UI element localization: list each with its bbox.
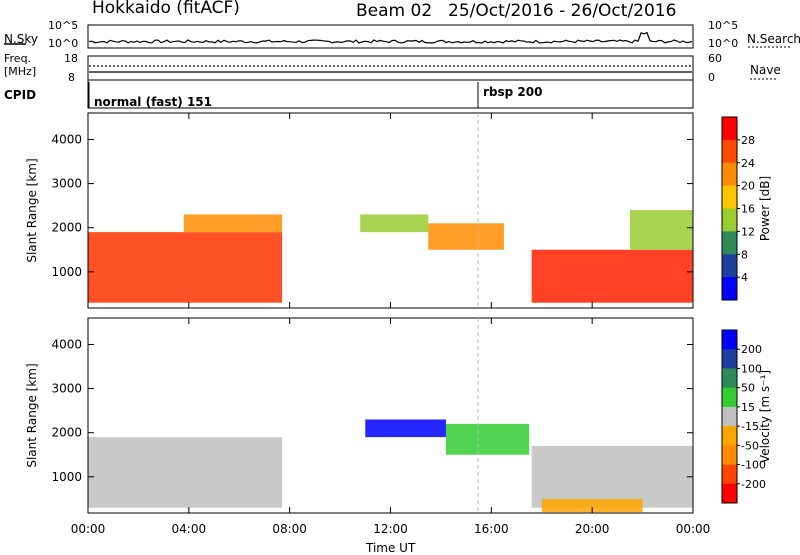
velocity-colorbar-segment-1 [722, 349, 737, 369]
power-colorbar-segment-2 [722, 162, 737, 187]
power-colorbar-segment-3 [722, 185, 737, 209]
velocity-panel: 1000 2000 3000 4000 Slant Range [km] 00:00 04:… [25, 317, 711, 536]
nsky-label: N.Sky [4, 32, 39, 46]
xtick-label-5: 20:00 [575, 522, 610, 536]
power-colorbar-segment-5 [722, 231, 737, 255]
beam-label: Beam 02 [356, 1, 433, 21]
power-ytick-label-3: 4000 [51, 132, 82, 146]
power-panel: 1000 2000 3000 4000 Slant Range [km] [25, 112, 694, 309]
velocity-colorbar-segment-4 [722, 406, 737, 427]
power-scatter-region-2 [360, 214, 429, 233]
nsky-panel [87, 24, 694, 49]
power-colorbar-tick-5: 8 [741, 248, 748, 261]
velocity-ytick-label-0: 1000 [51, 470, 82, 484]
xtick-label-3: 12:00 [373, 522, 408, 536]
nsky-tick-top: 10^5 [48, 19, 79, 32]
power-scatter-region-0 [88, 232, 283, 303]
xaxis-label: Time UT [366, 541, 416, 555]
velocity-colorbar-segment-5 [722, 426, 737, 446]
power-ytick-label-1: 2000 [51, 221, 82, 235]
power-colorbar-segment-7 [722, 277, 737, 301]
power-colorbar: 28 24 20 16 12 8 4 Power [dB] [721, 116, 772, 301]
freq-panel [87, 55, 694, 81]
nave-tick-top: 60 [708, 52, 722, 65]
nsky-tick-bottom: 10^0 [48, 37, 79, 50]
velocity-scatter-region-3 [531, 445, 693, 508]
cpid-mode-rbsp: rbsp 200 [483, 85, 543, 99]
power-colorbar-segment-1 [722, 139, 737, 164]
velocity-scatter-region-4 [541, 498, 643, 513]
nave-tick-bottom: 0 [708, 71, 715, 84]
power-colorbar-tick-0: 28 [741, 134, 755, 147]
cpid-label: CPID [4, 88, 37, 102]
power-colorbar-segment-6 [722, 254, 737, 278]
power-scatter-region-1 [183, 214, 283, 233]
velocity-ytick-label-3: 4000 [51, 337, 82, 351]
freq-tick-top: 18 [64, 52, 78, 65]
velocity-colorbar-segment-2 [722, 368, 737, 389]
power-colorbar-tick-1: 24 [741, 157, 755, 170]
velocity-colorbar-tick-3: 15 [741, 401, 755, 414]
velocity-colorbar-segment-8 [722, 483, 737, 504]
freq-label: Freq. [4, 52, 32, 65]
xtick-label-1: 04:00 [172, 522, 207, 536]
velocity-scatter-region-1 [365, 419, 446, 438]
power-ylabel: Slant Range [km] [25, 158, 39, 262]
power-colorbar-tick-6: 4 [741, 271, 748, 284]
nave-label: Nave [750, 63, 781, 77]
power-colorbar-tick-2: 20 [741, 180, 755, 193]
velocity-ytick-label-2: 3000 [51, 382, 82, 396]
station-title: Hokkaido (fitACF) [92, 0, 240, 18]
velocity-colorbar-tick-5: -50 [741, 439, 759, 452]
velocity-colorbar-segment-3 [722, 387, 737, 408]
velocity-colorbar-tick-7: -200 [741, 478, 766, 491]
nsearch-tick-top: 10^5 [708, 19, 739, 32]
velocity-colorbar-tick-6: -100 [741, 459, 766, 472]
freq-unit: [MHz] [4, 65, 37, 78]
velocity-colorbar: 200 100 50 15 -15 -50 -100 -200 Velocity [m s⁻¹] [721, 329, 772, 504]
velocity-colorbar-tick-1: 100 [741, 362, 762, 375]
velocity-colorbar-segment-6 [722, 445, 737, 466]
power-scatter-region-3 [428, 223, 504, 250]
cpid-mode-normal: normal (fast) 151 [94, 95, 212, 109]
velocity-colorbar-segment-7 [722, 464, 737, 485]
velocity-colorbar-tick-2: 50 [741, 382, 755, 395]
date-range: 25/Oct/2016 - 26/Oct/2016 [448, 1, 677, 21]
velocity-ytick-label-1: 2000 [51, 426, 82, 440]
velocity-colorbar-tick-4: -15 [741, 420, 759, 433]
nsearch-label: N.Search [747, 32, 800, 46]
freq-tick-bottom: 8 [68, 71, 75, 84]
power-ytick-label-2: 3000 [51, 177, 82, 191]
velocity-colorbar-label: Velocity [m s⁻¹] [758, 370, 772, 463]
xtick-label-4: 16:00 [474, 522, 509, 536]
power-ytick-label-0: 1000 [51, 265, 82, 279]
velocity-scatter-region-0 [88, 437, 283, 508]
nsky-trace [88, 31, 693, 44]
nsearch-tick-bottom: 10^0 [708, 37, 739, 50]
power-scatter-region-5 [629, 210, 693, 250]
velocity-ylabel: Slant Range [km] [25, 363, 39, 467]
power-colorbar-segment-0 [722, 117, 737, 141]
power-scatter-region-4 [531, 249, 693, 303]
power-colorbar-tick-3: 16 [741, 203, 755, 216]
xtick-label-0: 00:00 [71, 522, 106, 536]
power-colorbar-label: Power [dB] [758, 176, 772, 241]
velocity-colorbar-segment-0 [722, 330, 737, 350]
xtick-label-2: 08:00 [272, 522, 307, 536]
velocity-scatter-region-2 [445, 423, 530, 455]
velocity-colorbar-tick-0: 200 [741, 343, 762, 356]
xtick-label-6: 00:00 [676, 522, 711, 536]
cpid-panel [87, 79, 694, 109]
power-colorbar-segment-4 [722, 208, 737, 232]
power-colorbar-tick-4: 12 [741, 225, 755, 238]
